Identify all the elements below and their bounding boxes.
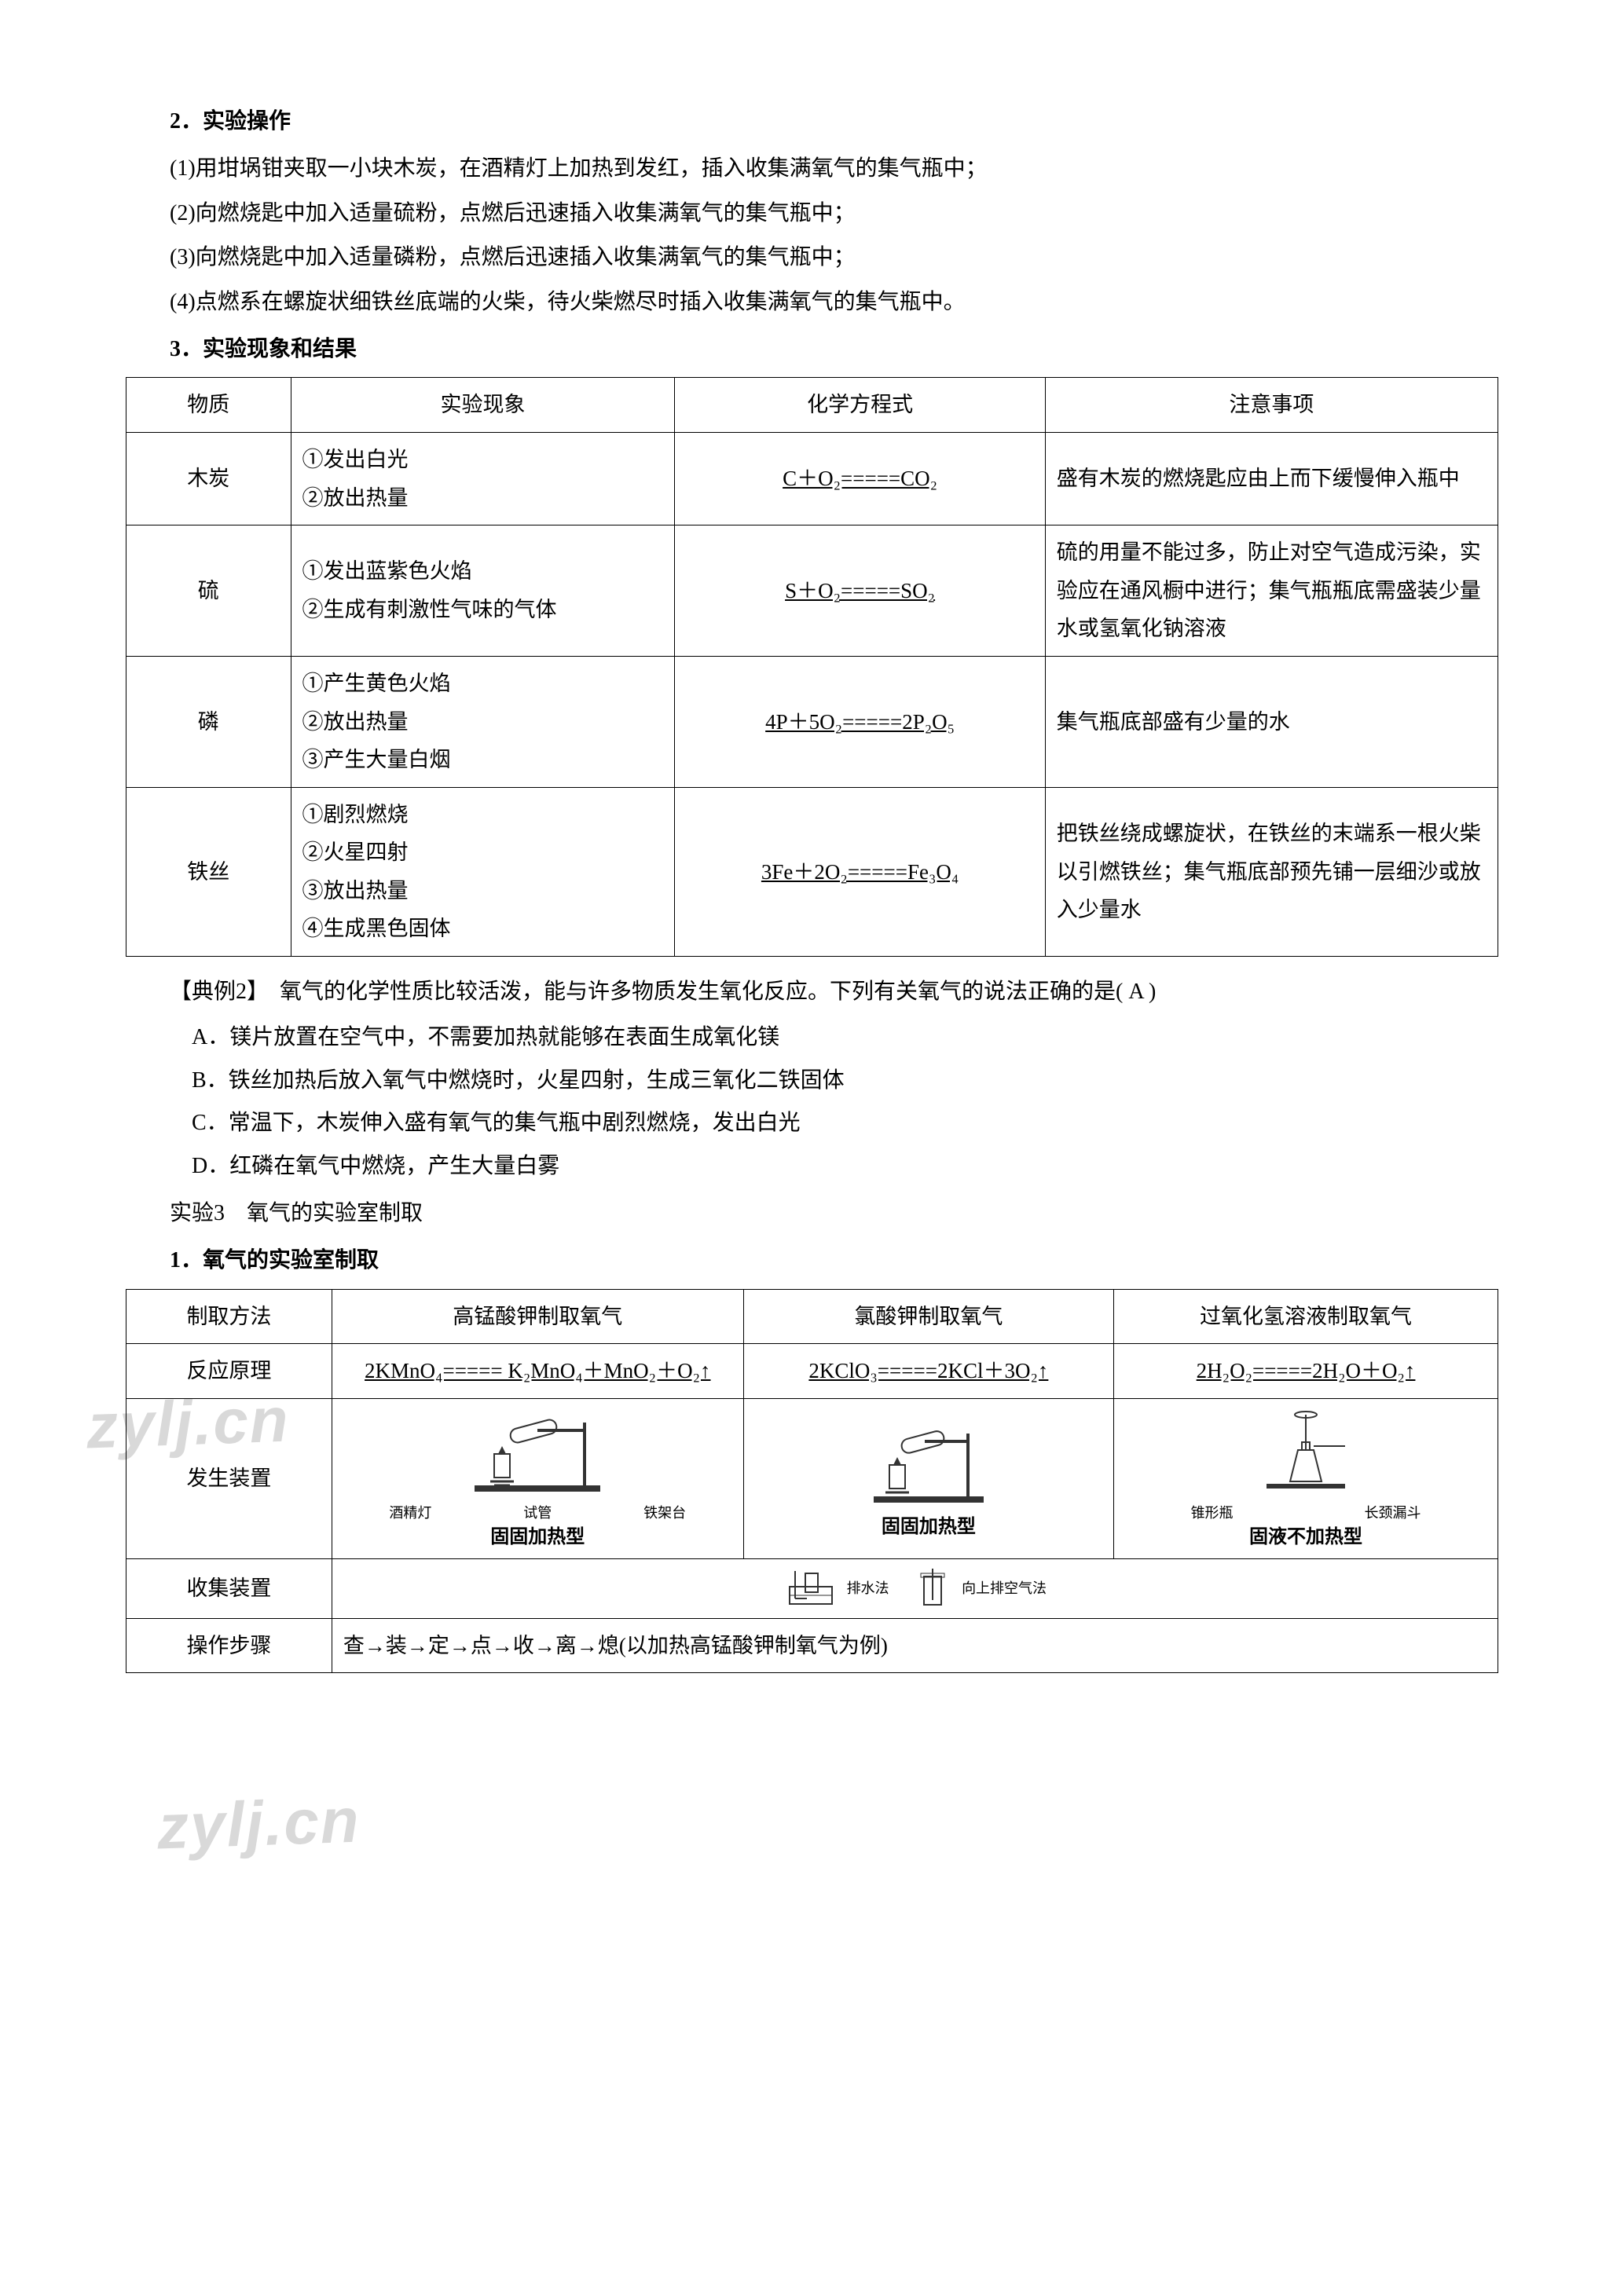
t1-r2-eq-cell: 4P＋5O₂=====2P₂O₅ bbox=[675, 656, 1045, 787]
dev1-caption: 固固加热型 bbox=[343, 1525, 732, 1550]
collect-water-icon bbox=[783, 1567, 838, 1610]
t1-r0-name: 木炭 bbox=[126, 432, 291, 525]
t2-r2c3-cell: 2KClO₃=====2KCl＋3O₂↑ bbox=[743, 1344, 1113, 1399]
t1-r1-phenom: ①发出蓝紫色火焰 ②生成有刺激性气味的气体 bbox=[291, 525, 675, 657]
t1-h-equation: 化学方程式 bbox=[675, 378, 1045, 433]
t1-r3-eq-cell: 3Fe＋2O₂=====Fe₃O₄ bbox=[675, 787, 1045, 956]
dev3-caption: 固液不加热型 bbox=[1125, 1525, 1487, 1550]
t1-r3-eq: 3Fe＋2O₂=====Fe₃O₄ bbox=[761, 860, 959, 884]
t1-r0-note: 盛有木炭的燃烧匙应由上而下缓慢伸入瓶中 bbox=[1045, 432, 1498, 525]
choice-d: D．红磷在氧气中燃烧，产生大量白雾 bbox=[126, 1147, 1498, 1186]
choice-a: A．镁片放置在空气中，不需要加热就能够在表面生成氧化镁 bbox=[126, 1018, 1498, 1057]
example-2-lead: 【典例2】 氧气的化学性质比较活泼，能与许多物质发生氧化反应。下列有关氧气的说法… bbox=[126, 972, 1498, 1012]
section-3-title: 3．实验现象和结果 bbox=[126, 330, 1498, 369]
operation-1: (1)用坩埚钳夹取一小块木炭，在酒精灯上加热到发红，插入收集满氧气的集气瓶中； bbox=[126, 149, 1498, 189]
table-row: 铁丝 ①剧烈燃烧 ②火星四射 ③放出热量 ④生成黑色固体 3Fe＋2O₂====… bbox=[126, 787, 1498, 956]
t1-r1-eq: S＋O₂=====SO₂ bbox=[785, 579, 935, 602]
collect-cell: 排水法 向上排空气法 bbox=[332, 1558, 1498, 1618]
t1-r1-name: 硫 bbox=[126, 525, 291, 657]
experiment-3-title: 实验3 氧气的实验室制取 bbox=[126, 1194, 1498, 1233]
t2-r1c4: 过氧化氢溶液制取氧气 bbox=[1114, 1289, 1498, 1344]
t2-r2c3: 2KClO₃=====2KCl＋3O₂↑ bbox=[808, 1359, 1048, 1382]
operation-3: (3)向燃烧匙中加入适量磷粉，点燃后迅速插入收集满氧气的集气瓶中； bbox=[126, 238, 1498, 277]
device-3-icon bbox=[1243, 1407, 1369, 1501]
phenomena-table: 物质 实验现象 化学方程式 注意事项 木炭 ①发出白光 ②放出热量 C＋O₂==… bbox=[126, 377, 1498, 957]
page-content: 2．实验操作 (1)用坩埚钳夹取一小块木炭，在酒精灯上加热到发红，插入收集满氧气… bbox=[126, 102, 1498, 1673]
choice-c: C．常温下，木炭伸入盛有氧气的集气瓶中剧烈燃烧，发出白光 bbox=[126, 1104, 1498, 1143]
dev1-stand-label: 铁架台 bbox=[643, 1504, 686, 1522]
t1-r2-name: 磷 bbox=[126, 656, 291, 787]
collect-water-label: 排水法 bbox=[847, 1580, 889, 1596]
t2-r4c1: 收集装置 bbox=[126, 1558, 332, 1618]
device-3-cell: 锥形瓶 长颈漏斗 固液不加热型 bbox=[1114, 1398, 1498, 1558]
t1-r3-note: 把铁丝绕成螺旋状，在铁丝的末端系一根火柴以引燃铁丝；集气瓶底部预先铺一层细沙或放… bbox=[1045, 787, 1498, 956]
t2-r2c1: 反应原理 bbox=[126, 1344, 332, 1399]
t1-h-note: 注意事项 bbox=[1045, 378, 1498, 433]
dev3-flask-label: 锥形瓶 bbox=[1191, 1504, 1234, 1522]
t1-r2-phenom: ①产生黄色火焰 ②放出热量 ③产生大量白烟 bbox=[291, 656, 675, 787]
t2-r5c1: 操作步骤 bbox=[126, 1618, 332, 1673]
device-1-cell: 酒精灯 试管 铁架台 固固加热型 bbox=[332, 1398, 743, 1558]
collect-air-label: 向上排空气法 bbox=[962, 1580, 1047, 1596]
dev2-caption: 固固加热型 bbox=[755, 1515, 1102, 1540]
t1-r3-phenom: ①剧烈燃烧 ②火星四射 ③放出热量 ④生成黑色固体 bbox=[291, 787, 675, 956]
device-1-icon bbox=[467, 1407, 608, 1501]
experiment-3-sub: 1．氧气的实验室制取 bbox=[126, 1241, 1498, 1280]
t2-r2c2: 2KMnO₄===== K₂MnO₄＋MnO₂＋O₂↑ bbox=[365, 1359, 710, 1382]
preparation-table: 制取方法 高锰酸钾制取氧气 氯酸钾制取氧气 过氧化氢溶液制取氧气 反应原理 2K… bbox=[126, 1289, 1498, 1673]
t1-r1-note: 硫的用量不能过多，防止对空气造成污染，实验应在通风橱中进行；集气瓶瓶底需盛装少量… bbox=[1045, 525, 1498, 657]
operation-2: (2)向燃烧匙中加入适量硫粉，点燃后迅速插入收集满氧气的集气瓶中； bbox=[126, 194, 1498, 233]
t1-h-phenomenon: 实验现象 bbox=[291, 378, 675, 433]
dev1-lamp-label: 酒精灯 bbox=[389, 1504, 431, 1522]
t2-r3c1: 发生装置 bbox=[126, 1398, 332, 1558]
t2-r2c4-cell: 2H₂O₂=====2H₂O＋O₂↑ bbox=[1114, 1344, 1498, 1399]
device-2-icon bbox=[866, 1418, 992, 1512]
t2-r2c2-cell: 2KMnO₄===== K₂MnO₄＋MnO₂＋O₂↑ bbox=[332, 1344, 743, 1399]
dev3-funnel-label: 长颈漏斗 bbox=[1365, 1504, 1421, 1522]
t1-h-substance: 物质 bbox=[126, 378, 291, 433]
table-row: 硫 ①发出蓝紫色火焰 ②生成有刺激性气味的气体 S＋O₂=====SO₂ 硫的用… bbox=[126, 525, 1498, 657]
watermark-2: zylj.cn bbox=[156, 1764, 362, 1884]
t2-r1c2: 高锰酸钾制取氧气 bbox=[332, 1289, 743, 1344]
collect-air-icon bbox=[910, 1567, 953, 1610]
t2-r1c1: 制取方法 bbox=[126, 1289, 332, 1344]
t2-r5rest: 查→装→定→点→收→离→熄(以加热高锰酸钾制氧气为例) bbox=[332, 1618, 1498, 1673]
t2-r2c4: 2H₂O₂=====2H₂O＋O₂↑ bbox=[1197, 1359, 1416, 1382]
t1-r0-eq: C＋O₂=====CO₂ bbox=[783, 467, 937, 490]
table-row: 木炭 ①发出白光 ②放出热量 C＋O₂=====CO₂ 盛有木炭的燃烧匙应由上而… bbox=[126, 432, 1498, 525]
table-row: 磷 ①产生黄色火焰 ②放出热量 ③产生大量白烟 4P＋5O₂=====2P₂O₅… bbox=[126, 656, 1498, 787]
t1-r0-eq-cell: C＋O₂=====CO₂ bbox=[675, 432, 1045, 525]
t1-r2-eq: 4P＋5O₂=====2P₂O₅ bbox=[765, 710, 955, 734]
t1-r1-eq-cell: S＋O₂=====SO₂ bbox=[675, 525, 1045, 657]
device-2-cell: 固固加热型 bbox=[743, 1398, 1113, 1558]
t1-r2-note: 集气瓶底部盛有少量的水 bbox=[1045, 656, 1498, 787]
choice-b: B．铁丝加热后放入氧气中燃烧时，火星四射，生成三氧化二铁固体 bbox=[126, 1061, 1498, 1100]
t1-r0-phenom: ①发出白光 ②放出热量 bbox=[291, 432, 675, 525]
t1-r3-name: 铁丝 bbox=[126, 787, 291, 956]
dev1-tube-label: 试管 bbox=[523, 1504, 552, 1522]
t2-r1c3: 氯酸钾制取氧气 bbox=[743, 1289, 1113, 1344]
section-2-title: 2．实验操作 bbox=[126, 102, 1498, 141]
operation-4: (4)点燃系在螺旋状细铁丝底端的火柴，待火柴燃尽时插入收集满氧气的集气瓶中。 bbox=[126, 283, 1498, 322]
